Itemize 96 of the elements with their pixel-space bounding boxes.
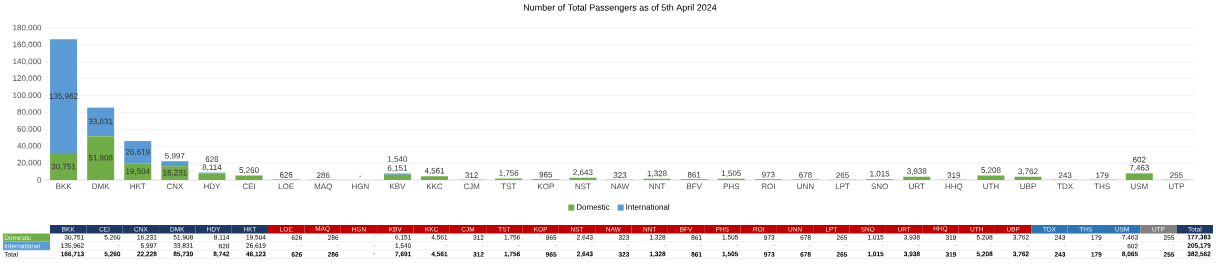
x-tick-label: LOE	[278, 183, 294, 190]
bar	[421, 176, 449, 180]
bar	[903, 176, 931, 180]
data-label: 5,260	[239, 167, 259, 174]
data-label: 19,504	[126, 168, 150, 176]
x-tick-label: HDY	[204, 183, 221, 190]
data-label: 602	[1133, 156, 1146, 163]
y-tick-label: 180,000	[13, 24, 42, 32]
y-tick-label: 0	[37, 177, 42, 183]
data-label: 312	[465, 172, 478, 179]
x-tick-label: KOP	[538, 183, 554, 190]
data-label: 286	[316, 172, 330, 179]
y-tick-label: 160,000	[13, 41, 42, 49]
data-label: 5,208	[981, 167, 1001, 174]
x-tick-label: URT	[909, 183, 925, 190]
x-tick-label: BFV	[687, 183, 702, 190]
y-tick-label: 120,000	[13, 75, 42, 82]
bar	[50, 39, 78, 155]
data-label: 265	[836, 172, 849, 179]
x-tick-label: MAQ	[314, 183, 332, 191]
data-label: 628	[205, 156, 219, 162]
bar	[977, 175, 1005, 180]
data-label: 30,751	[51, 163, 76, 171]
data-label: 8,114	[202, 164, 222, 171]
data-label: 243	[1058, 172, 1072, 179]
bar	[1125, 173, 1153, 180]
data-label: 3,938	[907, 168, 927, 175]
y-tick-label: 20,000	[17, 159, 42, 167]
data-label: 255	[1170, 172, 1183, 179]
legend-label: International	[626, 203, 670, 210]
x-tick-label: PHS	[723, 183, 740, 190]
bar	[1014, 176, 1042, 180]
x-tick-label: NAW	[611, 183, 630, 190]
x-tick-label: UBP	[1020, 183, 1036, 190]
x-tick-label: KKC	[426, 183, 443, 190]
x-tick-label: LPT	[835, 183, 850, 190]
data-label: 1,756	[499, 170, 519, 177]
data-label: 1,505	[721, 170, 741, 178]
x-tick-label: CJM	[463, 183, 480, 190]
x-tick-label: DMK	[92, 183, 110, 190]
x-tick-label: USM	[1131, 183, 1148, 190]
y-tick-label: 100,000	[13, 92, 42, 99]
bar	[87, 107, 115, 137]
chart-title: Number of Total Passengers as of 5th April 2024	[523, 4, 717, 13]
x-tick-label: TST	[501, 183, 517, 190]
data-label: -	[359, 175, 362, 177]
data-label: 861	[687, 171, 701, 178]
data-label: 1,540	[388, 156, 408, 163]
x-tick-label: HGN	[352, 183, 369, 190]
x-tick-label: THS	[1094, 183, 1110, 190]
x-tick-label: HHQ	[945, 183, 963, 191]
x-tick-label: CNX	[166, 183, 184, 190]
data-label: 33,831	[88, 118, 113, 126]
data-label: 973	[762, 171, 775, 178]
data-label: 678	[799, 172, 812, 178]
bar	[383, 174, 411, 180]
x-tick-label: TDX	[1057, 183, 1073, 190]
data-label: 2,643	[573, 169, 593, 177]
x-tick-label: UNN	[797, 183, 814, 190]
data-label: 965	[539, 171, 553, 178]
x-tick-label: SNO	[871, 183, 888, 190]
data-label: 51,908	[88, 154, 113, 162]
data-label: 4,561	[424, 167, 445, 175]
legend-label: Domestic	[576, 203, 610, 210]
x-tick-label: KBV	[390, 183, 406, 190]
data-label: 319	[947, 172, 961, 179]
x-tick-label: CEI	[242, 183, 255, 190]
y-tick-label: 140,000	[13, 58, 42, 66]
x-tick-label: UTH	[983, 183, 999, 190]
data-label: 5,997	[165, 152, 185, 160]
x-tick-label: HKT	[130, 183, 146, 190]
x-tick-label: ROI	[761, 183, 775, 190]
bar	[569, 177, 597, 180]
x-tick-label: NNT	[649, 183, 666, 190]
x-tick-label: NST	[575, 183, 591, 190]
x-tick-label: BKK	[56, 183, 72, 190]
bar	[161, 161, 189, 167]
data-label: 1,328	[647, 170, 667, 178]
data-label: 3,762	[1018, 168, 1038, 176]
data-label: 26,619	[125, 148, 150, 156]
data-label: 626	[279, 172, 293, 178]
y-tick-label: 60,000	[17, 126, 42, 133]
data-label: 179	[1096, 172, 1109, 179]
data-label: 7,463	[1129, 164, 1149, 172]
bar	[235, 175, 263, 180]
data-label: 1,015	[870, 170, 890, 178]
y-tick-label: 80,000	[17, 109, 42, 116]
bar	[87, 136, 115, 180]
bar	[198, 173, 226, 180]
y-tick-label: 40,000	[17, 142, 42, 150]
data-label: 16,231	[163, 169, 187, 177]
bar	[50, 154, 78, 180]
bar	[124, 141, 152, 164]
data-label: 6,151	[387, 165, 408, 172]
data-label: 323	[613, 172, 627, 179]
x-tick-label: UTP	[1169, 183, 1184, 190]
